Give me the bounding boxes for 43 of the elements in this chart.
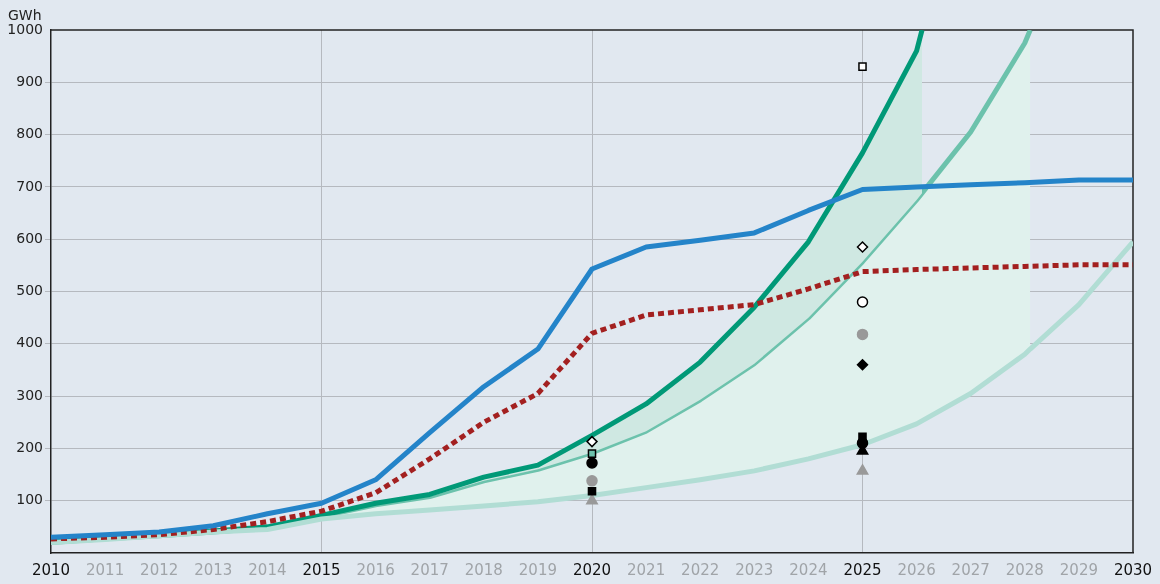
point	[856, 241, 869, 253]
point	[586, 457, 598, 469]
x-tick-label: 2019	[518, 561, 557, 579]
y-axis-title: GWh	[8, 6, 42, 23]
y-tick-label: 600	[16, 229, 43, 246]
x-tick-label: 2014	[248, 561, 287, 579]
x-tick-label: 2010	[31, 561, 71, 579]
x-tick-label: 2026	[897, 561, 936, 579]
y-tick-label: 100	[16, 491, 43, 508]
x-tick-label: 2025	[843, 561, 882, 579]
x-tick-label: 2022	[681, 561, 720, 579]
x-tick-label: 2017	[410, 561, 449, 579]
x-tick-label: 2018	[464, 561, 503, 579]
x-tick-label: 2013	[194, 561, 233, 579]
point	[586, 435, 598, 448]
point	[858, 62, 867, 71]
x-tick-label: 2012	[140, 561, 179, 579]
point	[587, 449, 597, 458]
y-tick-label: 200	[16, 439, 43, 456]
point	[856, 464, 869, 475]
y-tick-label: 1000	[7, 20, 43, 37]
y-tick-label: 800	[16, 125, 43, 142]
x-tick-label: 2016	[356, 561, 395, 579]
y-tick-label: 700	[16, 177, 43, 194]
x-tick-label: 2024	[789, 561, 828, 579]
y-tick-label: 300	[16, 386, 43, 403]
point	[587, 487, 597, 496]
point	[586, 475, 598, 487]
x-tick-label: 2021	[627, 561, 666, 579]
y-tick-label: 400	[16, 334, 43, 351]
x-tick-label: 2011	[86, 561, 125, 579]
x-tick-label: 2030	[1113, 561, 1153, 579]
x-tick-label: 2020	[572, 561, 612, 579]
point	[856, 296, 869, 308]
y-tick-label: 900	[16, 72, 43, 89]
point	[856, 358, 869, 371]
x-tick-label: 2028	[1005, 561, 1044, 579]
x-tick-label: 2023	[735, 561, 774, 579]
y-tick-label: 500	[16, 282, 43, 299]
x-tick-label: 2015	[302, 561, 341, 579]
point	[856, 328, 869, 341]
x-tick-label: 2027	[951, 561, 990, 579]
x-tick-label: 2029	[1059, 561, 1098, 579]
